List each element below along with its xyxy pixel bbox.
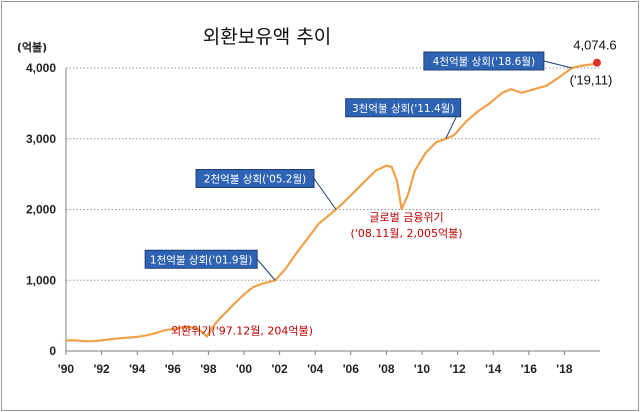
y-axis-unit-label: (억불) xyxy=(17,41,47,54)
x-tick-label: '96 xyxy=(165,362,182,376)
x-tick-label: '92 xyxy=(93,362,110,376)
annotation-label: 4천억불 상회('18.6월) xyxy=(433,56,535,68)
annotation-box xyxy=(345,98,462,118)
crisis-annotation: 외환위기('97.12월, 204억불) xyxy=(171,325,313,338)
gridlines xyxy=(66,67,600,281)
x-tick-label: '16 xyxy=(521,362,538,376)
annotation-box xyxy=(144,249,258,269)
x-tick-label: '06 xyxy=(343,362,360,376)
x-tick-label: '08 xyxy=(378,362,395,376)
series-line xyxy=(66,61,598,343)
annotation-leader xyxy=(256,258,276,281)
annotation-label: 3천억불 상회('11.4월) xyxy=(352,103,454,115)
y-axis: 0 1,000 2,000 3,000 4,000 xyxy=(26,61,67,358)
end-value-label: 4,074.6 xyxy=(573,38,616,53)
x-tick-label: '90 xyxy=(58,362,75,376)
y-tick-label: 0 xyxy=(49,344,56,358)
annotation-layer: 1천억불 상회('01.9월) 2천억불 상회('05.2월) 3천억불 상회('1… xyxy=(144,51,572,338)
annotation-label: 2천억불 상회('05.2월) xyxy=(204,174,306,186)
y-tick-label: 3,000 xyxy=(26,132,56,146)
crisis-annotation: 글로벌 금융위기 xyxy=(369,211,443,224)
crisis-annotation: ('08.11월, 2,005억불) xyxy=(351,227,463,240)
x-tick-label: '98 xyxy=(200,362,217,376)
x-tick-label: '10 xyxy=(414,362,431,376)
x-tick-label: '94 xyxy=(129,362,146,376)
x-axis: '90 '92 '94 '96 '98 '00 '02 '04 '06 '08 '10 '12 '14 '… xyxy=(58,350,600,376)
x-tick-label: '12 xyxy=(449,362,466,376)
annotation-label: 1천억불 상회('01.9월) xyxy=(150,254,252,266)
annotation-leader xyxy=(313,178,337,210)
y-tick-label: 2,000 xyxy=(26,203,56,217)
x-tick-label: '14 xyxy=(485,362,502,376)
annotation-box xyxy=(195,169,315,188)
y-tick-label: 1,000 xyxy=(26,273,56,287)
annotation-leader xyxy=(543,60,572,69)
end-point-layer: 4,074.6 ('19,11) xyxy=(570,38,617,88)
series-layer xyxy=(66,61,598,343)
x-tick-label: '00 xyxy=(236,362,253,376)
chart-title: 외환보유액 추이 xyxy=(203,26,331,48)
end-point-marker xyxy=(592,58,601,67)
y-tick-label: 4,000 xyxy=(26,61,56,75)
x-tick-label: '02 xyxy=(271,362,288,376)
annotation-box xyxy=(423,51,545,71)
end-date-label: ('19,11) xyxy=(570,73,613,88)
x-tick-label: '18 xyxy=(556,362,573,376)
x-tick-label: '04 xyxy=(307,362,324,376)
